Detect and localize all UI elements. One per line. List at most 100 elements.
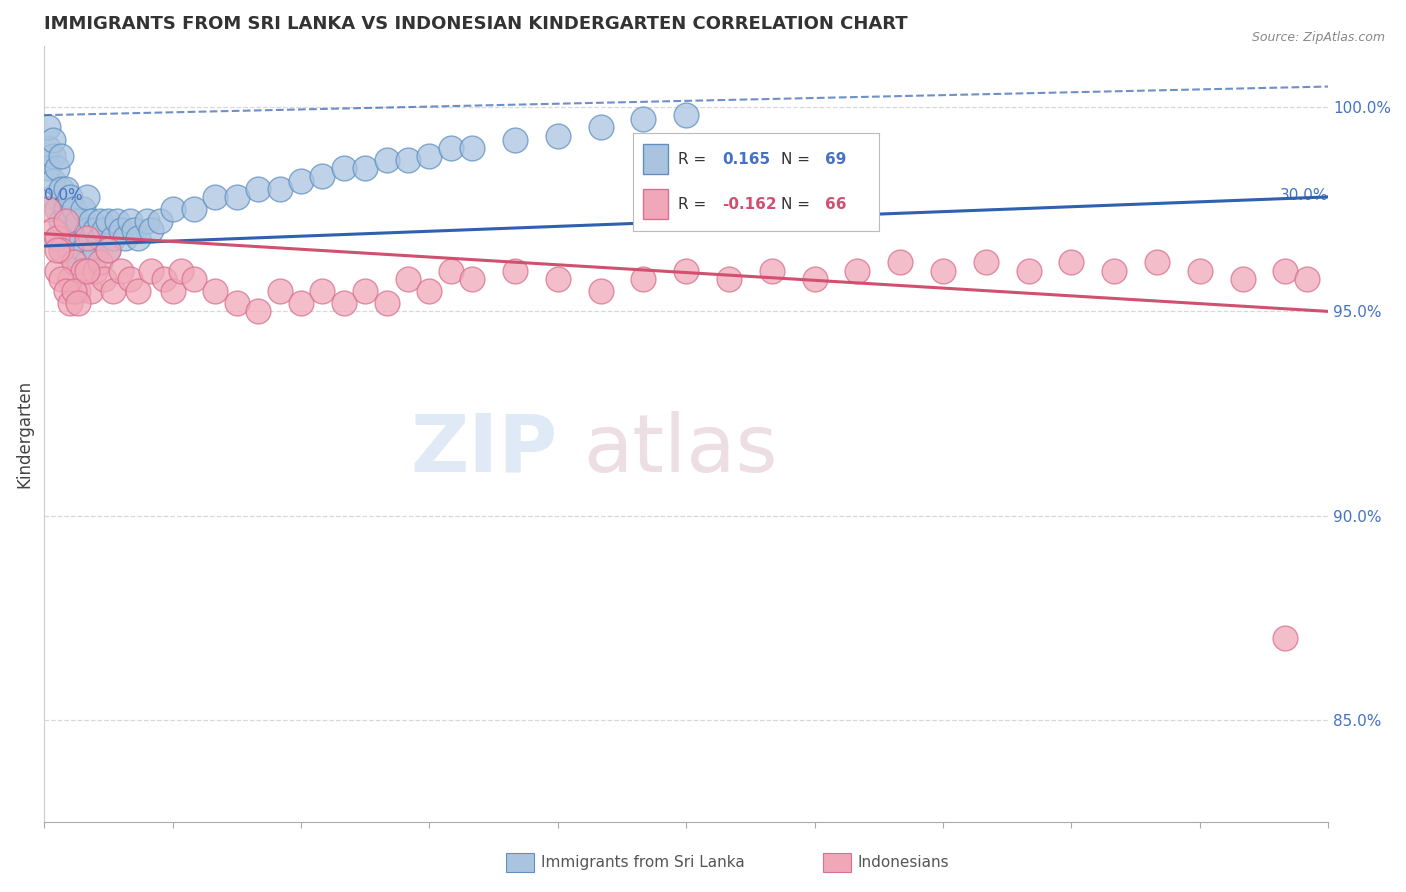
Point (46, 243, 69, 257)
Point (110, 263, 132, 277)
Point (72, 263, 94, 277)
Point (461, 141, 484, 155)
Point (375, 296, 398, 310)
Point (46, 231, 69, 245)
Point (97, 243, 120, 257)
Point (311, 169, 333, 184)
Point (89, 255, 111, 269)
Point (55, 231, 77, 245)
Text: N =: N = (782, 196, 810, 211)
Point (51, 243, 73, 257)
Point (589, 120, 612, 135)
Text: atlas: atlas (583, 410, 778, 489)
Point (547, 128, 569, 143)
Point (41, 222, 63, 236)
Bar (644, 145, 668, 174)
Text: R =: R = (678, 152, 706, 167)
Point (72, 243, 94, 257)
Point (37, 161, 59, 176)
Point (1232, 271, 1254, 285)
Point (97, 214, 120, 228)
Point (55, 284, 77, 298)
Point (269, 182, 291, 196)
Point (332, 161, 354, 176)
Point (1146, 255, 1168, 269)
Point (41, 149, 63, 163)
Point (149, 214, 172, 228)
Point (76, 263, 98, 277)
Point (135, 214, 157, 228)
Point (153, 271, 176, 285)
Point (269, 284, 291, 298)
Point (110, 222, 132, 236)
Point (162, 202, 184, 217)
Point (89, 214, 111, 228)
Text: ZIP: ZIP (411, 410, 558, 489)
Point (59, 243, 82, 257)
Point (51, 243, 73, 257)
Point (97, 243, 120, 257)
Point (633, 112, 655, 127)
Y-axis label: Kindergarten: Kindergarten (15, 380, 32, 488)
Point (37, 141, 59, 155)
Point (375, 153, 398, 168)
Point (440, 141, 463, 155)
Point (225, 296, 247, 310)
Point (89, 231, 111, 245)
Point (41, 190, 63, 204)
Point (63, 284, 86, 298)
Text: N =: N = (782, 152, 810, 167)
Point (889, 255, 911, 269)
Point (46, 231, 69, 245)
Point (1274, 632, 1296, 646)
Point (974, 255, 997, 269)
Point (55, 182, 77, 196)
Point (290, 296, 312, 310)
Point (354, 161, 377, 176)
Point (63, 202, 86, 217)
Point (67, 231, 90, 245)
Point (80, 284, 103, 298)
Text: Indonesians: Indonesians (858, 855, 949, 870)
Point (183, 271, 205, 285)
Point (418, 284, 440, 298)
Point (63, 222, 86, 236)
Point (67, 296, 90, 310)
Point (84, 243, 107, 257)
Point (46, 202, 69, 217)
Point (76, 255, 98, 269)
Point (1060, 255, 1083, 269)
Text: -0.162: -0.162 (723, 196, 776, 211)
Point (311, 284, 333, 298)
Point (72, 202, 94, 217)
Point (51, 271, 73, 285)
Point (247, 182, 270, 196)
Point (55, 202, 77, 217)
Point (503, 133, 526, 147)
Point (63, 255, 86, 269)
Text: IMMIGRANTS FROM SRI LANKA VS INDONESIAN KINDERGARTEN CORRELATION CHART: IMMIGRANTS FROM SRI LANKA VS INDONESIAN … (44, 15, 908, 33)
Point (761, 263, 783, 277)
Point (76, 231, 98, 245)
Text: Source: ZipAtlas.com: Source: ZipAtlas.com (1251, 31, 1385, 45)
Point (84, 263, 107, 277)
Text: R =: R = (678, 196, 706, 211)
Point (183, 202, 205, 217)
Point (332, 296, 354, 310)
Point (354, 284, 377, 298)
Point (418, 149, 440, 163)
Point (41, 173, 63, 187)
Text: 0.165: 0.165 (723, 152, 770, 167)
Point (101, 284, 124, 298)
Point (127, 284, 149, 298)
Point (633, 271, 655, 285)
Point (114, 231, 136, 245)
Text: 0.0%: 0.0% (44, 188, 83, 202)
Point (51, 149, 73, 163)
Point (51, 214, 73, 228)
Point (76, 190, 98, 204)
Point (46, 161, 69, 176)
Point (80, 231, 103, 245)
Point (37, 202, 59, 217)
Point (547, 271, 569, 285)
